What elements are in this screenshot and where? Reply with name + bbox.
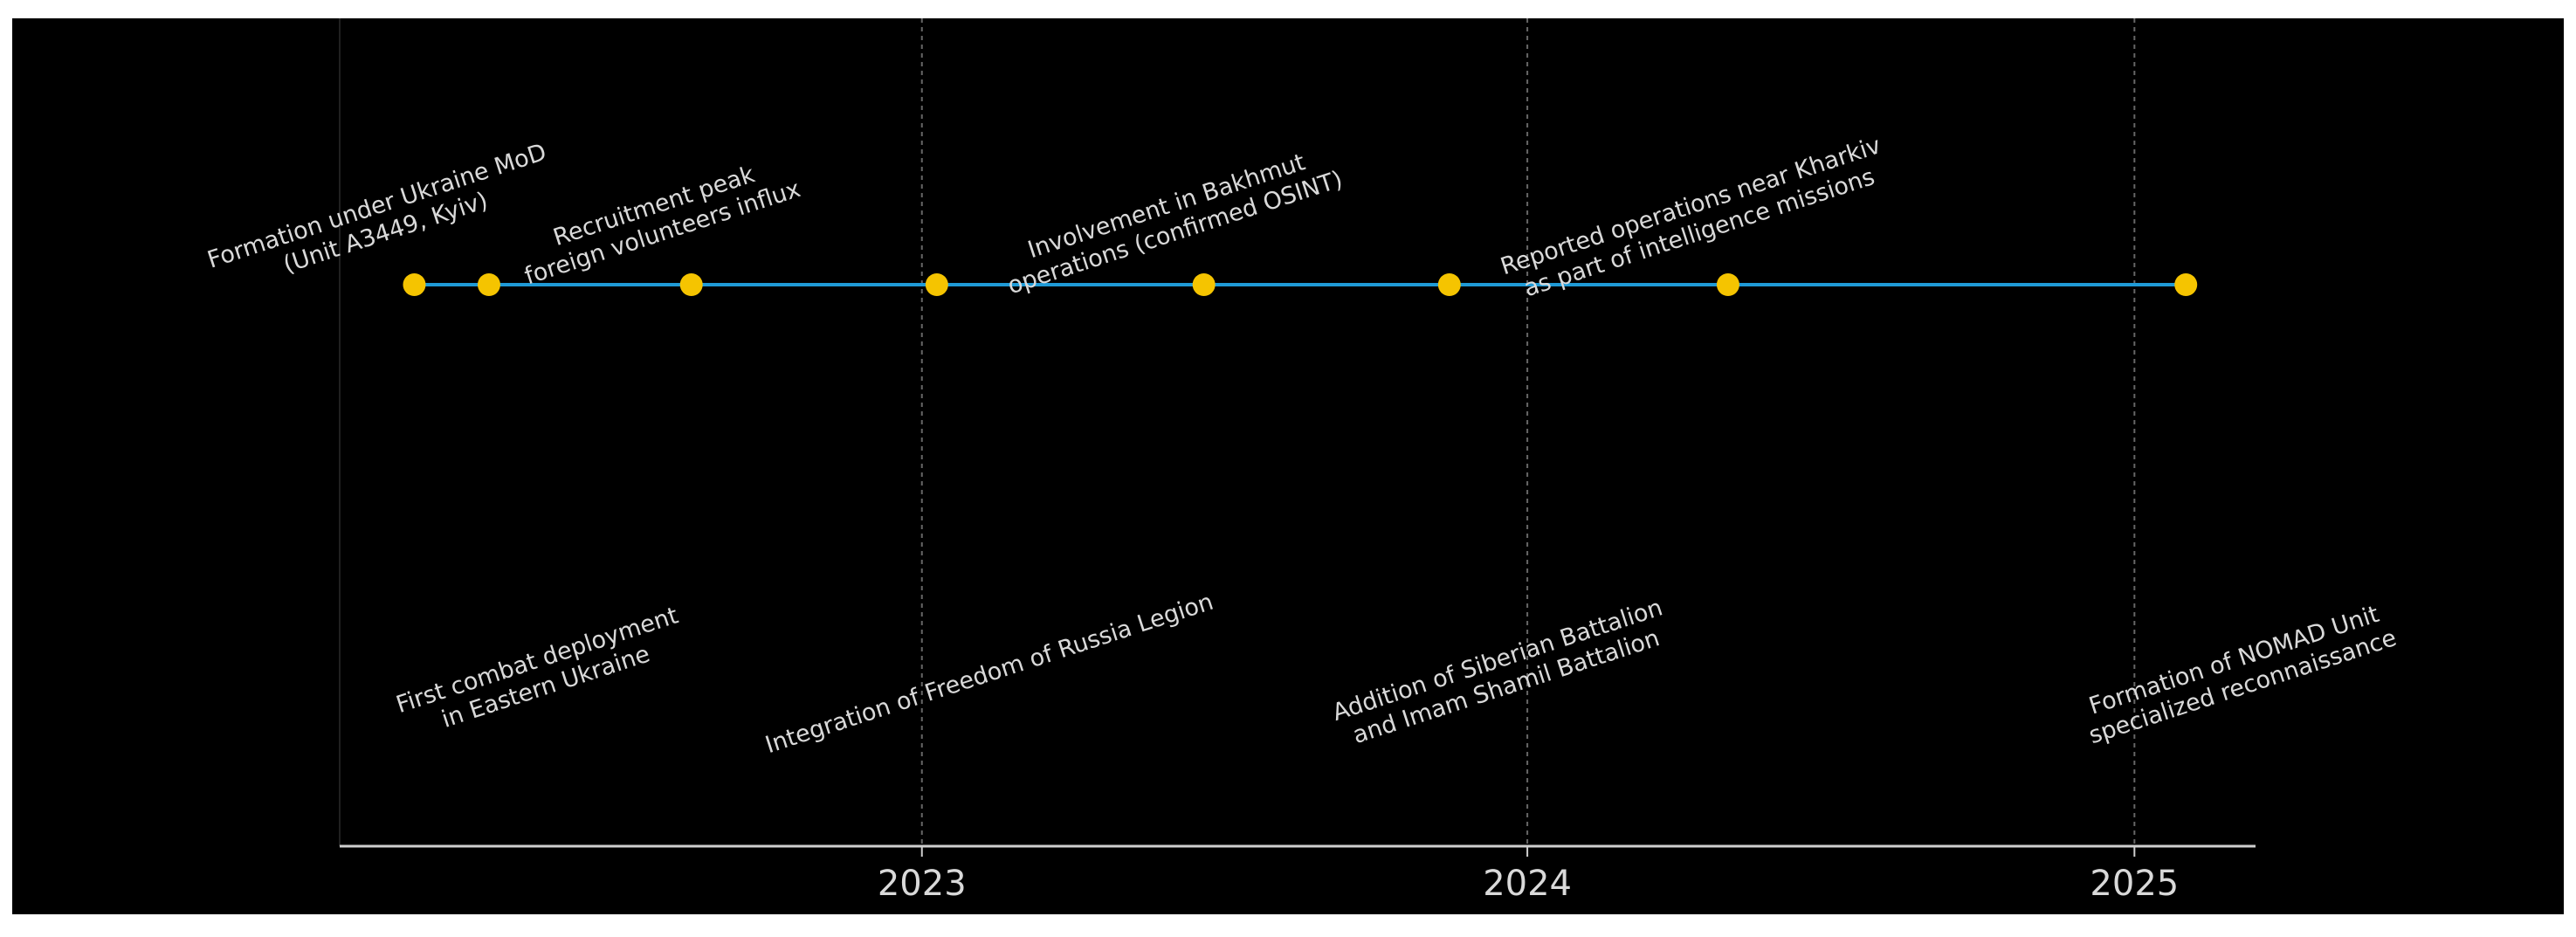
x-tick-label-2024: 2024 [1483,864,1572,904]
event-marker [1192,273,1216,296]
timeline-chart: 2023 2024 2025 Formation under Ukraine MoD(… [204,18,2400,904]
event-marker [403,273,426,296]
event-marker [679,273,703,296]
x-tick-label-2025: 2025 [2090,864,2179,904]
event-marker [1716,273,1739,296]
x-tick-label-2023: 2023 [878,864,967,904]
event-label-line: Integration of Freedom of Russia Legion [762,589,1217,760]
event-marker [477,273,500,296]
event-marker [2174,273,2198,296]
event-label: Formation under Ukraine MoD(Unit A3449, … [204,139,550,279]
event-marker [925,273,948,296]
event-label: Integration of Freedom of Russia Legion [762,589,1217,760]
chart-area: 2023 2024 2025 Formation under Ukraine MoD(… [12,18,2564,914]
event-label-line: Reported operations near Kharkiv [1498,132,1884,280]
event-label-line: Formation under Ukraine MoD [204,139,550,274]
event-marker [1437,273,1461,296]
